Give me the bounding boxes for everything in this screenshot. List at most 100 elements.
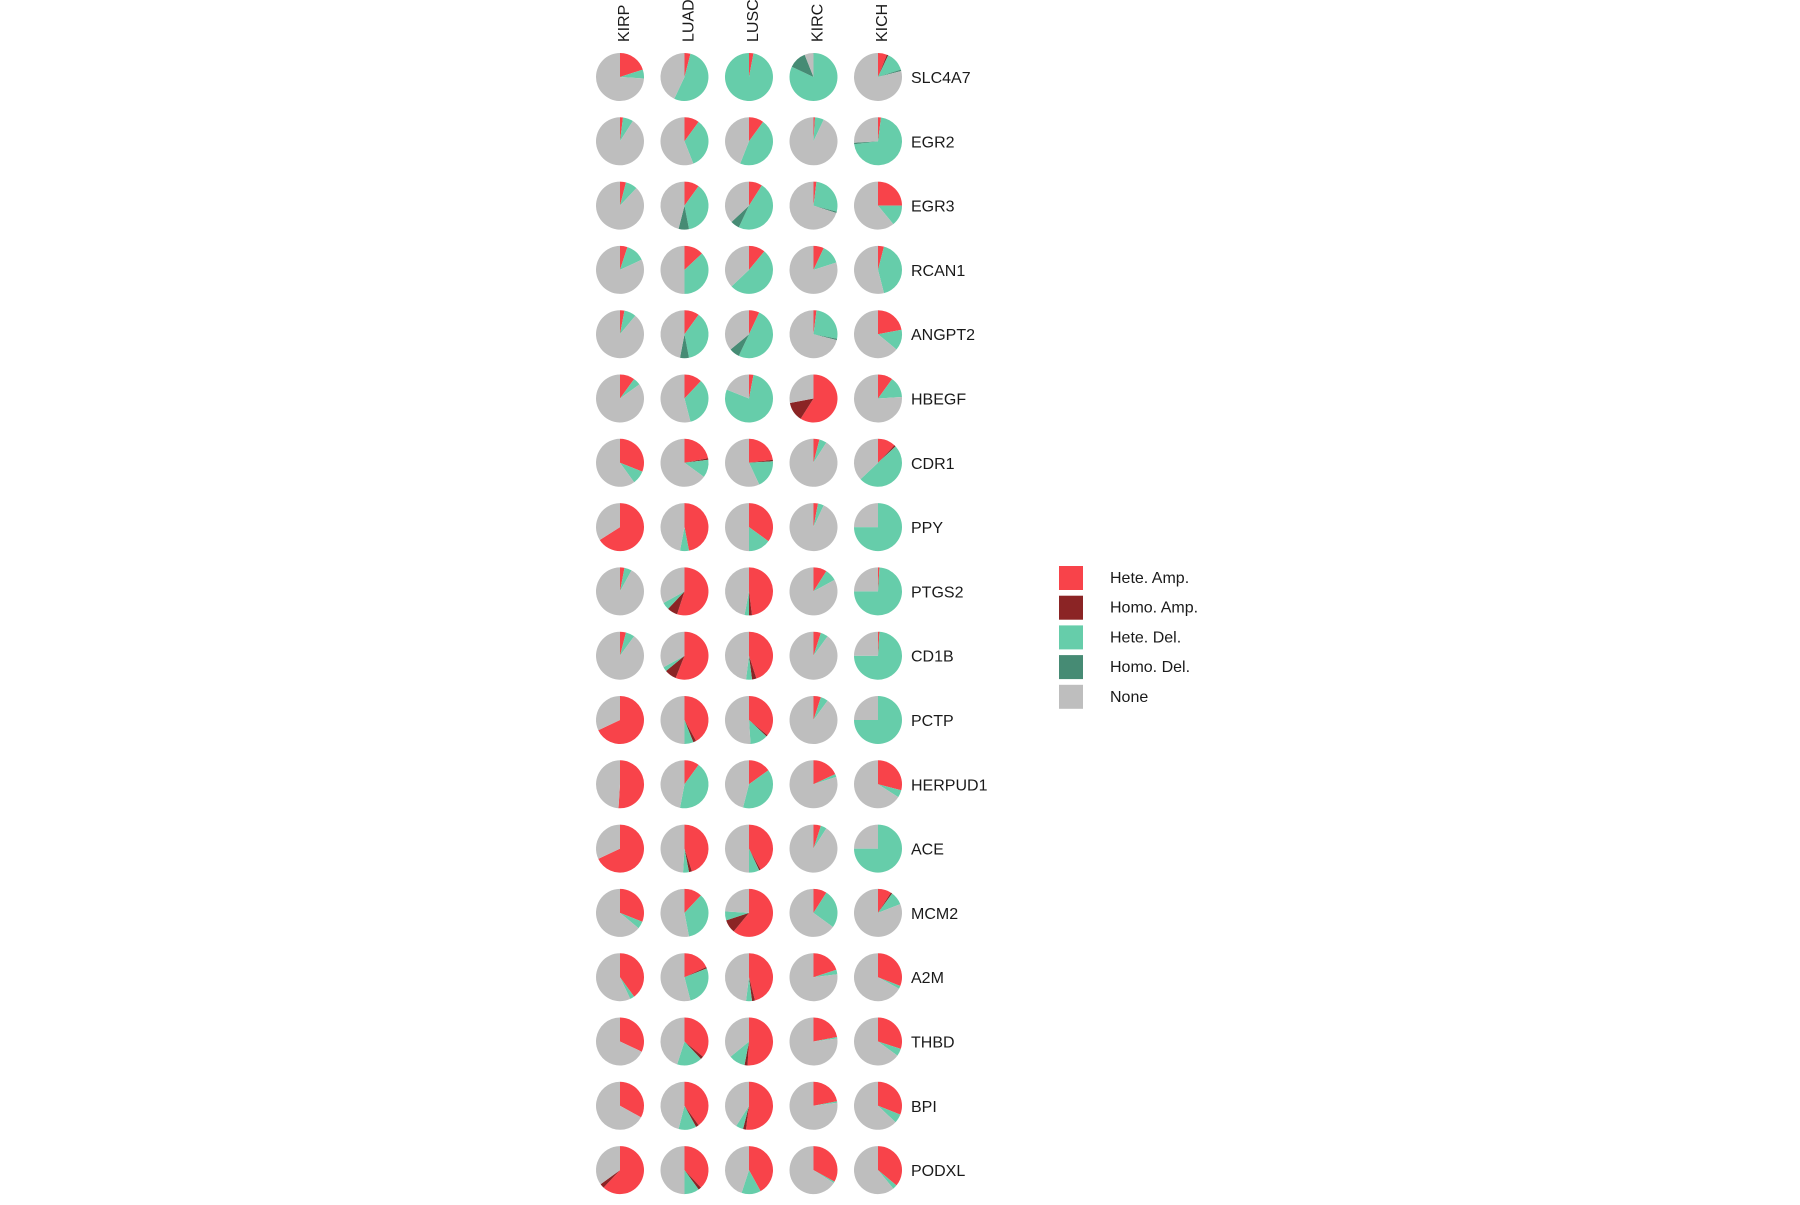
pie-slice-none (854, 1081, 896, 1130)
row-label-cdr1: CDR1 (911, 456, 955, 473)
row-label-hbegf: HBEGF (911, 392, 966, 409)
legend-swatch-hete-amp (1057, 564, 1085, 592)
row-label-herpud1: HERPUD1 (911, 777, 988, 794)
pie-slice-none (853, 953, 900, 1002)
column-label-kich: KICH (874, 4, 891, 42)
pie-ptgs2-kirp (595, 567, 644, 616)
pie-slice-hete-amp (684, 438, 709, 463)
pie-slice-homo-del (854, 141, 878, 145)
pie-slice-hete-del (878, 1170, 897, 1189)
pie-slice-none (596, 245, 645, 294)
pie-slice-homo-amp (743, 1105, 749, 1130)
pie-slice-hete-del (813, 439, 827, 463)
pie-slice-none (789, 181, 837, 230)
legend-swatch-homo-del (1057, 653, 1085, 682)
pie-ace-kirp (595, 824, 644, 873)
pie-slice-none (660, 760, 685, 808)
pie-slice-hete-del (878, 1041, 901, 1056)
pie-slice-hete-amp (749, 824, 773, 870)
legend-swatch-hete-del (1057, 623, 1085, 652)
pie-slice-hete-amp (813, 631, 821, 656)
row-label-egr3: EGR3 (911, 199, 955, 216)
pie-slice-none (725, 438, 760, 487)
pie-slice-hete-del (684, 1170, 699, 1195)
pie-slice-hete-amp (749, 953, 774, 1001)
pie-angpt2-kirc (789, 310, 838, 359)
pie-slice-hete-amp (684, 1017, 709, 1057)
row-label-egr2: EGR2 (911, 134, 955, 151)
pie-slice-hete-del (674, 53, 709, 101)
pie-slice-none (854, 1017, 898, 1066)
legend-label-none: None (1110, 689, 1148, 706)
pie-slice-hete-amp (749, 696, 773, 736)
pie-slice-hete-amp (878, 374, 893, 399)
pie-egr3-lusc (724, 181, 774, 230)
pie-slice-hete-amp (620, 245, 628, 270)
pie-slice-hete-del (682, 848, 689, 873)
pie-slice-hete-del (678, 1105, 697, 1130)
pie-slice-hete-amp (733, 888, 774, 937)
pie-slice-hete-amp (749, 760, 769, 785)
pie-cd1b-luad (660, 631, 709, 680)
pie-slice-hete-amp (620, 888, 644, 922)
pie-slice-none (660, 888, 689, 937)
pie-cdr1-luad (660, 438, 709, 487)
pie-a2m-luad (660, 953, 709, 1002)
pie-slice-hete-del (724, 52, 773, 101)
pie-slice-hete-amp (878, 567, 880, 592)
pie-ppy-kirp (596, 503, 645, 552)
row-label-bpi: BPI (911, 1099, 937, 1116)
pie-slice-hete-amp (749, 117, 764, 142)
column-label-luad: LUAD (681, 0, 698, 42)
pie-slice-hete-del (740, 121, 773, 166)
pie-slice-hete-del (663, 655, 685, 671)
pie-slice-hete-amp (620, 1081, 644, 1118)
pie-slice-homo-amp (878, 892, 893, 913)
pie-slice-none (725, 310, 749, 350)
pie-slice-hete-amp (620, 953, 645, 997)
pie-slice-none (660, 1081, 685, 1130)
pie-slice-hete-del (813, 774, 837, 785)
legend-swatch-none (1057, 682, 1085, 711)
pie-slice-hete-del (725, 911, 749, 921)
pie-slice-hete-del (620, 632, 635, 656)
pie-slice-none (725, 1017, 749, 1057)
row-label-rcan1: RCAN1 (911, 263, 965, 280)
pie-pctp-kirc (789, 696, 838, 744)
pie-ppy-kich (854, 503, 903, 552)
pie-cd1b-kirp (596, 631, 645, 680)
pie-slice-hete-del (738, 312, 774, 359)
pie-slice-none (726, 374, 749, 399)
pie-slice-none (595, 567, 644, 616)
pie-slice-none (789, 1081, 838, 1130)
pie-slice-none (660, 245, 685, 294)
pie-slice-hete-amp (745, 1081, 774, 1130)
pie-slice-homo-amp (684, 458, 709, 463)
pie-slice-hete-amp (620, 1017, 645, 1052)
pie-herpud1-luad (660, 760, 709, 809)
pie-slice-hete-amp (684, 696, 709, 742)
pie-slice-none (725, 567, 749, 615)
pie-slice-homo-amp (749, 977, 755, 1002)
pie-slice-hete-del (745, 977, 753, 1002)
pie-slice-hete-amp (813, 503, 818, 528)
pie-slice-hete-del (854, 631, 902, 680)
pie-slice-hete-del (620, 977, 635, 999)
pie-ptgs2-lusc (725, 567, 773, 616)
pie-podxl-luad (660, 1146, 709, 1195)
pie-angpt2-kirp (595, 310, 644, 359)
row-label-a2m: A2M (911, 970, 944, 987)
pie-bpi-lusc (725, 1081, 774, 1130)
pie-slice-none (853, 888, 902, 937)
pie-slice-none (725, 631, 749, 680)
pie-slice-hete-del (736, 1105, 749, 1130)
pie-slice-hete-amp (684, 1081, 709, 1126)
pie-egr3-kirc (789, 181, 838, 230)
pie-slice-none (660, 953, 691, 1002)
pie-slice-hete-del (878, 1105, 901, 1123)
row-label-podxl: PODXL (911, 1163, 965, 1180)
pie-pctp-kich (854, 696, 902, 744)
pie-egr2-kirc (789, 117, 838, 166)
row-label-ptgs2: PTGS2 (911, 584, 964, 601)
